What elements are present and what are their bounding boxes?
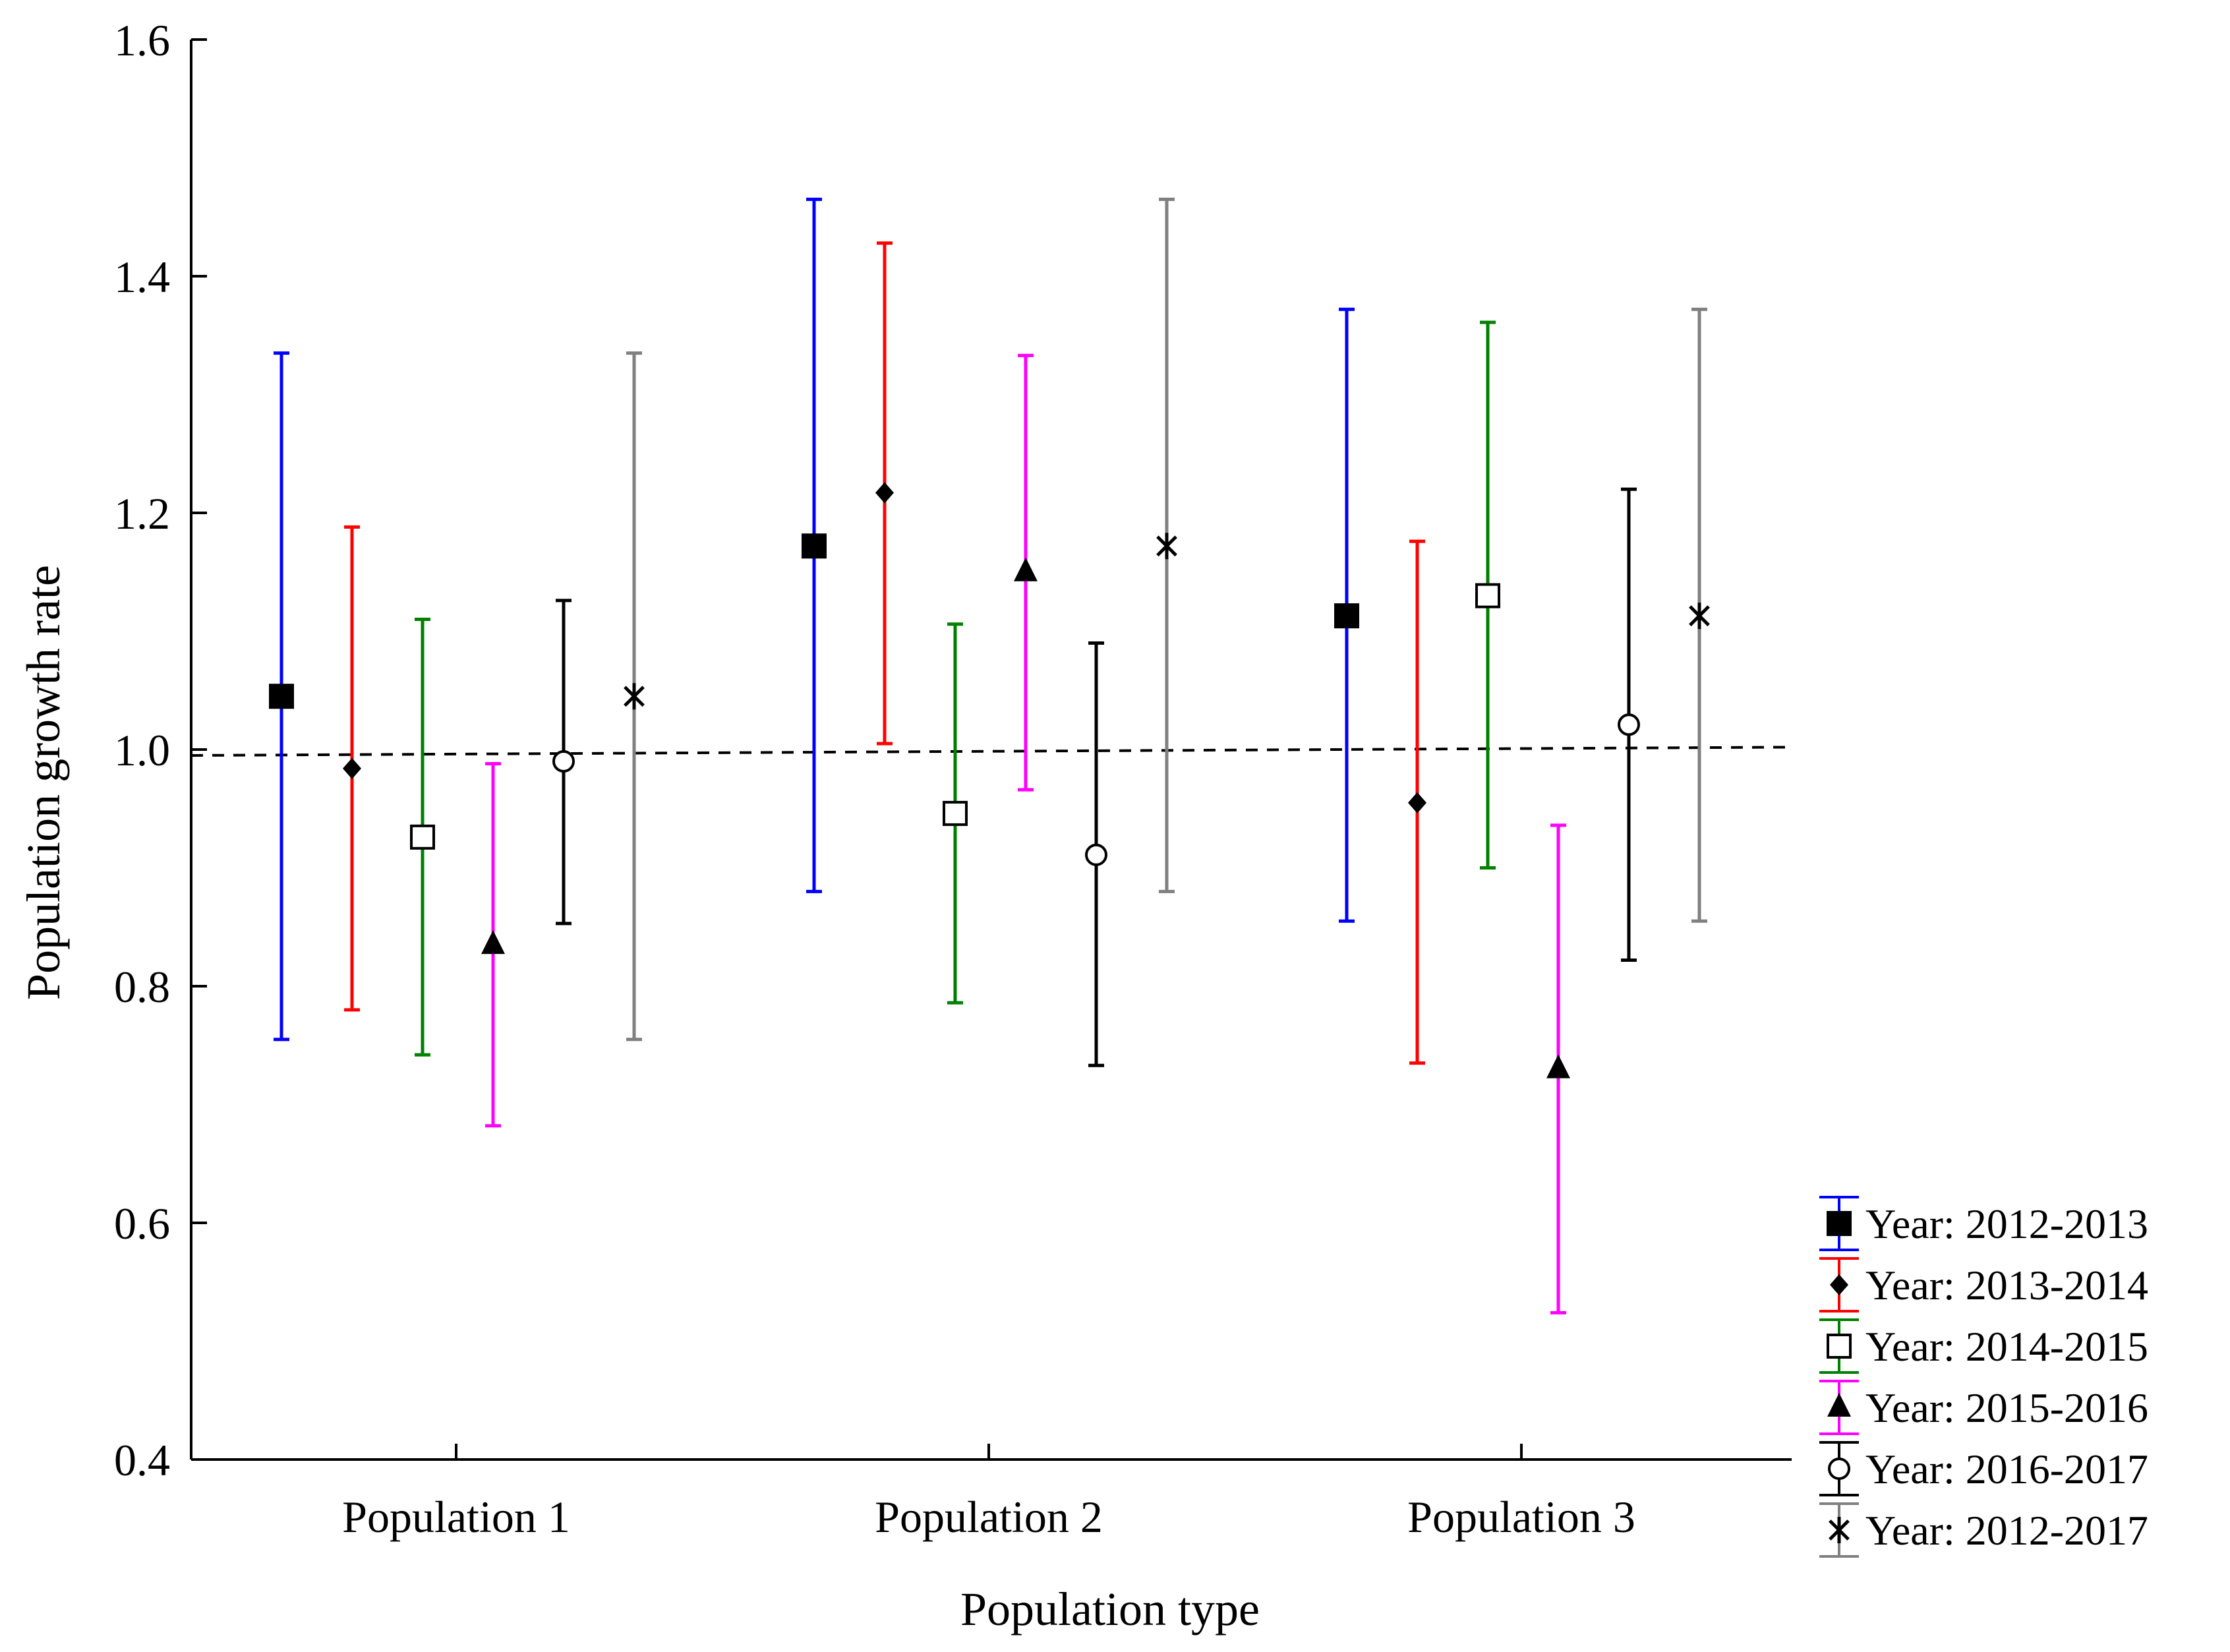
- x-axis-title: Population type: [960, 1583, 1260, 1636]
- legend-marker: [1829, 1517, 1850, 1543]
- legend-label: Year: 2015-2016: [1865, 1384, 2148, 1431]
- data-point: [1014, 557, 1038, 581]
- data-point: [624, 683, 645, 710]
- series-2013-2014: [343, 241, 1426, 1065]
- asterisk-stroke: [1829, 1519, 1850, 1541]
- legend-label: Year: 2016-2017: [1865, 1446, 2148, 1492]
- data-point: [1156, 533, 1177, 560]
- data-point: [269, 684, 294, 709]
- axes: 0.4 0.6 0.8 1.0 1.2 1.4 1.6 Population 1 Populat…: [17, 15, 1792, 1636]
- y-tick-label: 0.4: [114, 1435, 170, 1485]
- data-point: [1618, 713, 1640, 736]
- legend-label: Year: 2012-2017: [1865, 1507, 2148, 1554]
- series-2012-2013: [269, 197, 1359, 1042]
- legend-marker: [1828, 1458, 1850, 1480]
- legend-item: Year: 2013-2014: [1819, 1257, 2148, 1313]
- legend-item: Year: 2012-2017: [1819, 1502, 2148, 1558]
- data-point: [410, 824, 435, 850]
- series-2012-2017: [624, 197, 1710, 1042]
- legend: Year: 2012-2013 Year: 2013-2014 Year: 2014…: [1819, 1196, 2148, 1558]
- series-2015-2016: [481, 353, 1570, 1314]
- legend-item: Year: 2016-2017: [1819, 1441, 2148, 1496]
- y-tick-label: 0.8: [114, 962, 170, 1012]
- legend-item: Year: 2014-2015: [1819, 1318, 2148, 1374]
- reference-line-1.0: [191, 746, 1792, 757]
- series-2016-2017: [552, 487, 1640, 1067]
- legend-marker: [1827, 1334, 1852, 1359]
- legend-marker: [1827, 1211, 1852, 1236]
- data-point: [552, 750, 575, 773]
- series-2014-2015: [410, 320, 1500, 1057]
- legend-item: Year: 2015-2016: [1819, 1380, 2148, 1435]
- data-point: [1334, 603, 1359, 629]
- asterisk-stroke: [1156, 535, 1177, 557]
- data-point: [1475, 583, 1500, 608]
- x-tick-label: Population 3: [1407, 1492, 1635, 1542]
- data-point: [343, 757, 361, 779]
- y-tick-label: 1.4: [114, 252, 170, 302]
- legend-item: Year: 2012-2013: [1819, 1196, 2148, 1251]
- plot-area: [191, 197, 1792, 1314]
- y-tick-label: 1.2: [114, 488, 170, 539]
- data-point: [1085, 843, 1107, 866]
- y-tick-label: 1.6: [114, 15, 170, 65]
- legend-marker: [1827, 1393, 1851, 1417]
- legend-label: Year: 2013-2014: [1865, 1262, 2148, 1309]
- data-point: [943, 800, 968, 826]
- data-point: [1689, 603, 1710, 630]
- asterisk-stroke: [624, 686, 645, 707]
- data-point: [875, 482, 894, 504]
- legend-label: Year: 2012-2013: [1865, 1200, 2148, 1247]
- data-point: [1408, 792, 1426, 813]
- data-point: [802, 533, 827, 559]
- y-axis-title: Population growth rate: [17, 565, 70, 1000]
- y-tick-label: 1.0: [114, 725, 170, 775]
- asterisk-stroke: [1689, 605, 1710, 627]
- x-tick-label: Population 1: [342, 1492, 570, 1542]
- data-point: [1546, 1054, 1570, 1078]
- legend-marker: [1830, 1274, 1848, 1295]
- data-point: [481, 930, 505, 955]
- legend-label: Year: 2014-2015: [1865, 1323, 2148, 1370]
- x-tick-label: Population 2: [875, 1492, 1103, 1542]
- y-tick-label: 0.6: [114, 1198, 170, 1249]
